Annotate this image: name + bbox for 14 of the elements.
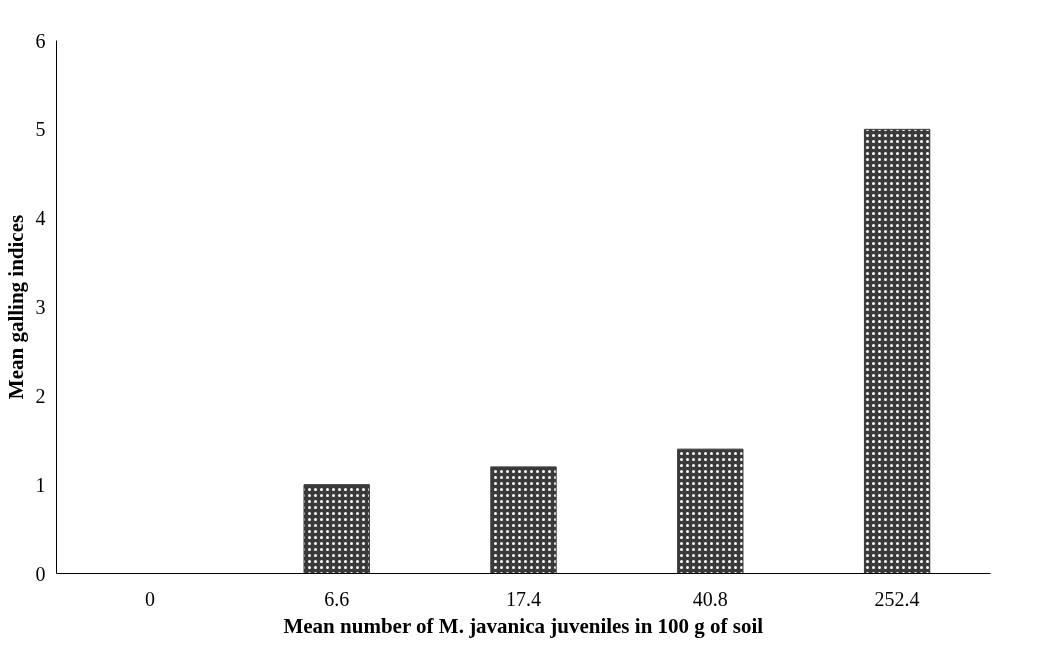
x-tick-label: 40.8: [692, 587, 728, 610]
y-axis-title: Mean galling indices: [3, 214, 28, 400]
x-axis-title: Mean number of M. javanica juveniles in 100 g of soil: [283, 613, 764, 638]
y-tick-label: 5: [35, 118, 46, 141]
x-tick-label: 17.4: [506, 587, 541, 610]
y-tick-label: 6: [35, 29, 46, 52]
y-tick-label: 1: [35, 473, 46, 496]
x-tick-label: 6.6: [324, 587, 350, 610]
x-tick-label: 0: [144, 587, 155, 610]
y-tick-label: 2: [35, 384, 46, 407]
y-tick-label: 4: [35, 207, 46, 230]
x-tick-label: 252.4: [874, 587, 920, 610]
y-tick-label: 3: [35, 296, 46, 318]
y-tick-label: 0: [35, 562, 46, 585]
